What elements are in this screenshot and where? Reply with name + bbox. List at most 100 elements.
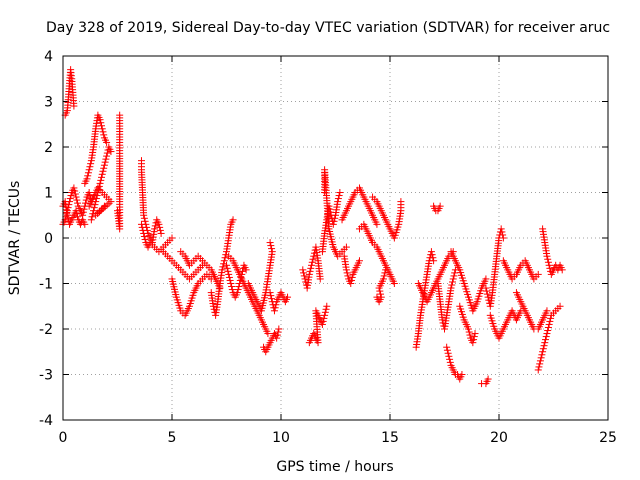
data-point	[139, 226, 147, 234]
data-point	[82, 199, 90, 207]
data-point	[270, 307, 278, 315]
data-point	[70, 102, 78, 110]
data-point	[482, 275, 490, 283]
data-point	[429, 254, 437, 262]
y-tick-label: 3	[44, 95, 53, 111]
data-point	[497, 225, 505, 233]
data-point	[266, 289, 274, 297]
data-point	[318, 320, 326, 328]
data-point	[299, 266, 307, 274]
plot-frame	[62, 55, 609, 421]
data-point	[301, 275, 309, 283]
data-point	[447, 284, 455, 292]
y-tick-label: 4	[44, 49, 53, 65]
data-point	[451, 269, 459, 277]
data-point	[556, 302, 564, 310]
data-point	[541, 339, 549, 347]
data-point	[373, 220, 381, 228]
data-point	[275, 325, 283, 333]
data-point	[98, 170, 106, 178]
data-point	[100, 202, 108, 210]
data-point	[445, 352, 453, 360]
data-point	[100, 131, 108, 139]
x-tick-labels: 0 5 10 15 20 25	[59, 430, 617, 446]
data-point	[344, 272, 352, 280]
data-point	[272, 301, 280, 309]
data-point	[140, 229, 148, 237]
data-point	[98, 122, 106, 130]
data-point	[470, 333, 478, 341]
data-point	[79, 208, 87, 216]
y-tick-label: 2	[44, 140, 53, 156]
data-point	[336, 189, 344, 196]
data-point	[545, 320, 553, 328]
data-point	[220, 260, 228, 268]
data-point	[444, 349, 452, 357]
x-tick-label: 20	[490, 430, 508, 446]
data-point	[87, 160, 95, 168]
data-point	[85, 189, 93, 196]
data-point	[234, 286, 242, 294]
data-point	[307, 264, 315, 272]
data-point	[220, 257, 228, 265]
data-point	[225, 270, 233, 278]
data-point	[72, 207, 80, 215]
data-point	[107, 148, 115, 156]
data-point	[543, 330, 551, 338]
data-point	[138, 223, 146, 231]
data-point	[235, 283, 243, 291]
data-point	[140, 211, 148, 219]
data-point	[227, 280, 235, 287]
data-point	[266, 239, 274, 247]
data-point	[546, 317, 554, 325]
data-point	[221, 254, 229, 262]
data-point	[544, 258, 552, 266]
data-point	[377, 293, 385, 301]
data-point	[464, 325, 472, 333]
data-point	[300, 269, 308, 277]
data-point	[99, 167, 107, 175]
data-point	[443, 346, 451, 354]
data-point	[102, 155, 110, 163]
data-point	[238, 267, 246, 275]
data-point	[321, 311, 329, 319]
data-point	[224, 267, 232, 275]
data-point	[219, 263, 227, 271]
data-point	[539, 345, 547, 353]
data-point	[322, 305, 330, 313]
data-point	[331, 214, 339, 222]
data-point	[90, 207, 98, 215]
y-tick-label: 0	[44, 231, 53, 247]
data-point	[157, 229, 165, 237]
data-point	[223, 261, 230, 269]
data-point	[74, 213, 82, 221]
data-point	[98, 125, 106, 133]
data-point	[209, 302, 217, 310]
data-point	[334, 195, 342, 203]
data-point	[225, 273, 233, 281]
data-point	[537, 354, 545, 362]
data-point	[103, 149, 111, 157]
data-point	[114, 207, 121, 215]
data-point	[103, 152, 111, 160]
data-point	[319, 317, 327, 325]
data-point	[536, 360, 544, 368]
data-point	[558, 266, 566, 274]
data-point	[63, 211, 71, 219]
data-point	[436, 202, 444, 210]
data-point	[226, 276, 234, 284]
data-point	[397, 198, 405, 206]
data-point	[65, 217, 73, 225]
data-point	[380, 272, 388, 280]
data-point	[268, 295, 276, 303]
data-point	[71, 190, 79, 198]
data-point	[264, 330, 272, 338]
data-point	[97, 119, 105, 127]
x-axis-label: GPS time / hours	[276, 459, 393, 475]
data-point	[268, 248, 276, 256]
data-point	[482, 284, 490, 292]
data-point	[96, 116, 104, 124]
data-point	[448, 278, 456, 286]
data-point	[95, 185, 103, 193]
data-point	[498, 228, 506, 236]
